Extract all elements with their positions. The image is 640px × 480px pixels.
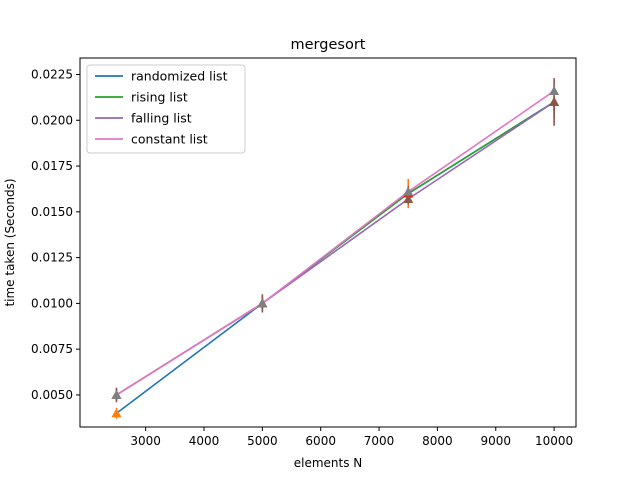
- chart-title: mergesort: [291, 37, 366, 53]
- data-point-marker: [111, 389, 122, 399]
- x-tick-label: 6000: [305, 434, 336, 448]
- series-lines: [115, 90, 555, 414]
- y-axis-label: time taken (Seconds): [3, 178, 17, 306]
- data-point-marker: [111, 408, 122, 418]
- x-axis-label: elements N: [294, 456, 363, 470]
- y-tick-label: 0.0125: [31, 251, 73, 265]
- ticks: 3000 4000 5000 6000 7000 8000 9000 10000 0.0050 0…: [31, 67, 573, 448]
- legend: randomized list rising list falling list co…: [86, 64, 246, 154]
- x-tick-label: 5000: [247, 434, 278, 448]
- x-tick-label: 9000: [480, 434, 511, 448]
- data-point-marker: [257, 298, 268, 308]
- x-tick-label: 3000: [130, 434, 161, 448]
- legend-entry: randomized list: [131, 69, 228, 84]
- y-tick-label: 0.0200: [31, 113, 73, 127]
- x-tick-label: 7000: [364, 434, 395, 448]
- data-point-marker: [403, 186, 414, 196]
- x-tick-label: 8000: [422, 434, 453, 448]
- x-tick-label: 10000: [535, 434, 573, 448]
- y-tick-label: 0.0150: [31, 205, 73, 219]
- legend-entry: falling list: [131, 111, 192, 126]
- data-point-marker: [403, 194, 414, 204]
- y-tick-label: 0.0075: [31, 342, 73, 356]
- markers: [111, 85, 560, 418]
- x-tick-label: 4000: [189, 434, 220, 448]
- series-line: [116, 90, 555, 396]
- plot-frame: [79, 57, 577, 428]
- data-point-marker: [549, 85, 560, 95]
- y-tick-label: 0.0175: [31, 159, 73, 173]
- legend-box: [86, 64, 246, 154]
- legend-entry: rising list: [131, 90, 188, 105]
- data-point-marker: [549, 96, 560, 106]
- legend-entry: constant list: [131, 132, 208, 147]
- y-tick-label: 0.0225: [31, 67, 73, 81]
- y-tick-label: 0.0100: [31, 296, 73, 310]
- y-tick-label: 0.0050: [31, 388, 73, 402]
